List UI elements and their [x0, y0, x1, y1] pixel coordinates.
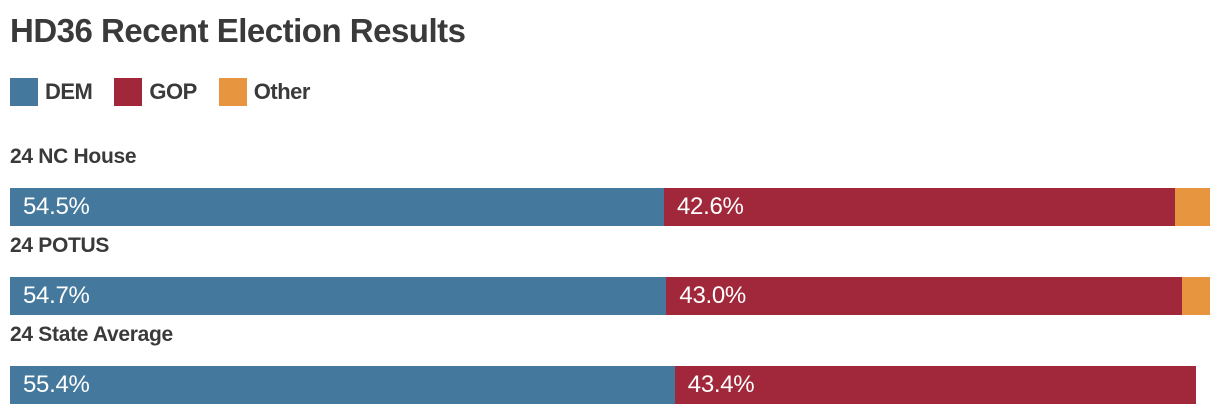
chart-row: 24 State Average 55.4% 43.4% — [10, 324, 1210, 404]
bar-segment-gop: 43.4% — [674, 365, 1196, 404]
bar-segment-gop: 43.0% — [666, 276, 1183, 315]
stacked-bar: 54.7% 43.0% — [10, 276, 1210, 315]
bar-value-label-dem: 54.7% — [23, 281, 90, 309]
bar-value-label-dem: 55.4% — [23, 370, 90, 398]
legend-item-other: Other — [218, 77, 311, 106]
bar-value-label-gop: 42.6% — [677, 192, 744, 220]
bar-segment-dem: 54.7% — [10, 276, 667, 315]
bar-value-label-dem: 54.5% — [23, 192, 90, 220]
legend-label-gop: GOP — [149, 78, 197, 104]
row-label: 24 POTUS — [10, 233, 110, 257]
chart-row: 24 NC House 54.5% 42.6% — [10, 146, 1210, 226]
other-swatch-icon — [218, 77, 247, 106]
bar-value-label-gop: 43.4% — [687, 370, 755, 398]
legend-item-dem: DEM — [10, 77, 93, 106]
stacked-bar: 54.5% 42.6% — [10, 187, 1210, 226]
bar-segment-other — [1182, 276, 1210, 315]
stacked-bar: 55.4% 43.4% — [10, 365, 1210, 404]
row-label: 24 State Average — [10, 322, 173, 346]
bar-segment-dem: 54.5% — [10, 187, 664, 226]
row-label: 24 NC House — [10, 144, 137, 168]
bar-segment-other — [1175, 187, 1210, 226]
bar-value-label-gop: 43.0% — [679, 281, 746, 309]
bar-segment-dem: 55.4% — [10, 365, 675, 404]
dem-swatch-icon — [10, 77, 38, 106]
chart-legend: DEM GOP Other — [10, 77, 1210, 106]
legend-label-dem: DEM — [45, 78, 93, 104]
legend-label-other: Other — [253, 78, 311, 104]
chart-row: 24 POTUS 54.7% 43.0% — [10, 235, 1210, 315]
bar-segment-gop: 42.6% — [664, 187, 1176, 226]
chart-title: HD36 Recent Election Results — [10, 12, 466, 49]
chart-rows: 24 NC House 54.5% 42.6% 24 POTUS 54.7% — [10, 146, 1210, 404]
legend-item-gop: GOP — [114, 77, 197, 106]
gop-swatch-icon — [114, 77, 143, 106]
